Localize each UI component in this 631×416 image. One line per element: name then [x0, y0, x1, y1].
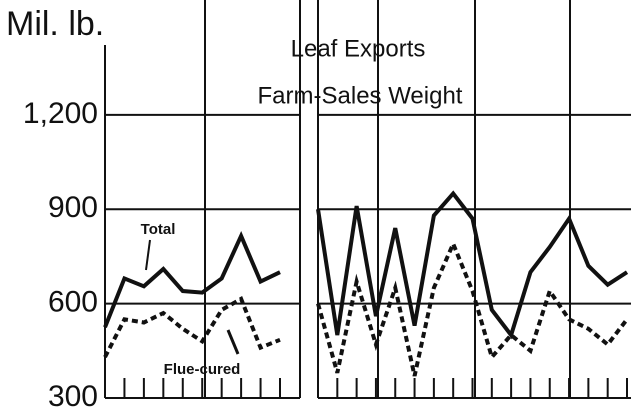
annotation-pointer: [145, 239, 151, 271]
y-tick-label: 900: [48, 191, 98, 224]
series-line: [103, 231, 281, 328]
series-line: [103, 296, 281, 359]
series-line: [316, 238, 629, 377]
y-tick-label: 600: [48, 286, 98, 319]
y-axis-label: Mil. lb.: [6, 5, 104, 43]
series-label: Flue-cured: [164, 361, 241, 378]
y-tick-label: 300: [48, 380, 98, 413]
chart-title: Leaf Exports: [291, 35, 426, 62]
annotation-pointer: [226, 329, 240, 355]
y-tick-label: 1,200: [23, 97, 98, 130]
series-label: Total: [141, 221, 176, 238]
series-line: [316, 190, 629, 340]
chart-subtitle: Farm-Sales Weight: [258, 82, 463, 109]
